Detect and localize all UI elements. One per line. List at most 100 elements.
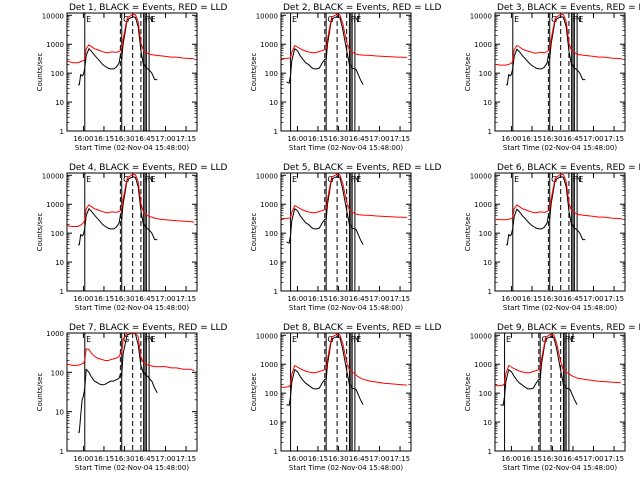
y-axis-label: Counts/sec — [250, 213, 258, 252]
y-tick-label: 10 — [55, 259, 64, 267]
x-axis-label: Start Time (02-Nov-04 15:48:00) — [503, 144, 617, 152]
y-tick-label: 10 — [483, 99, 492, 107]
y-tick-label: 100 — [479, 230, 492, 238]
x-axis-label: Start Time (02-Nov-04 15:48:00) — [503, 304, 617, 312]
y-tick-label: 1000 — [474, 361, 492, 369]
x-tick-label: 16:00 — [287, 455, 307, 463]
y-axis-label: Counts/sec — [36, 213, 44, 252]
y-axis-label: Counts/sec — [464, 373, 472, 412]
y-axis-label: Counts/sec — [36, 373, 44, 412]
y-tick-label: 10 — [483, 419, 492, 427]
x-tick-label: 17:15 — [176, 455, 196, 463]
y-tick-label: 100 — [265, 230, 278, 238]
marker-label: E — [578, 15, 583, 24]
marker-label: N — [354, 175, 360, 184]
x-tick-label: 17:00 — [583, 295, 603, 303]
y-tick-label: 100 — [51, 70, 64, 78]
x-tick-label: 16:15 — [308, 455, 328, 463]
marker-label: G — [328, 175, 334, 184]
marker-label: G — [123, 175, 129, 184]
x-tick-label: 17:00 — [155, 455, 175, 463]
y-tick-label: 1 — [488, 128, 492, 136]
panel-data-layer: E G FNE — [67, 13, 195, 131]
y-axis-label: Counts/sec — [464, 53, 472, 92]
marker-label: N — [148, 175, 154, 184]
marker-label: E — [292, 175, 297, 184]
panel-data-layer: E G FNE — [281, 13, 407, 131]
series-line-lld — [281, 173, 407, 219]
x-tick-label: 16:00 — [287, 135, 307, 143]
y-tick-label: 1 — [274, 288, 278, 296]
panel-det-6: Det 6, BLACK = Events, RED = LLD 1 10 100 10… — [464, 163, 640, 312]
x-tick-label: 17:15 — [604, 295, 624, 303]
y-tick-label: 1 — [488, 448, 492, 456]
x-tick-label: 16:15 — [522, 135, 542, 143]
x-tick-label: 16:30 — [114, 135, 134, 143]
y-tick-label: 10 — [269, 259, 278, 267]
panel-det-7: Det 7, BLACK = Events, RED = LLD 1 10 100 10… — [36, 323, 228, 472]
x-tick-label: 16:15 — [308, 135, 328, 143]
marker-label: E — [356, 15, 361, 24]
panel-title: Det 4, BLACK = Events, RED = LLD — [69, 163, 228, 173]
y-tick-label: 1000 — [46, 330, 64, 338]
x-tick-label: 16:45 — [563, 295, 583, 303]
y-tick-label: 1 — [488, 288, 492, 296]
y-tick-label: 100 — [479, 70, 492, 78]
series-line-events — [286, 176, 364, 245]
x-tick-label: 17:00 — [583, 455, 603, 463]
x-tick-label: 16:00 — [501, 455, 521, 463]
panel-title: Det 8, BLACK = Events, RED = LLD — [283, 323, 442, 333]
series-line-lld — [495, 333, 621, 387]
y-tick-label: 10000 — [42, 172, 64, 180]
x-tick-label: 16:30 — [542, 135, 562, 143]
y-tick-label: 100 — [51, 369, 64, 377]
plot-frame — [66, 12, 198, 132]
y-tick-label: 10000 — [256, 332, 278, 340]
x-tick-label: 16:15 — [522, 295, 542, 303]
y-tick-label: 1 — [274, 128, 278, 136]
y-tick-label: 1000 — [474, 201, 492, 209]
plot-frame — [280, 332, 412, 452]
x-axis-label: Start Time (02-Nov-04 15:48:00) — [75, 304, 189, 312]
marker-label: E — [514, 175, 519, 184]
series-line-events — [505, 176, 586, 246]
marker-label: E — [292, 15, 297, 24]
x-tick-label: 17:15 — [176, 295, 196, 303]
marker-label: N — [568, 335, 574, 344]
series-line-lld — [495, 173, 623, 221]
marker-label: E — [578, 175, 583, 184]
series-line-lld — [67, 333, 195, 372]
marker-label: E — [292, 335, 297, 344]
marker-label: N — [354, 15, 360, 24]
marker-label: E — [514, 15, 519, 24]
y-tick-label: 100 — [51, 230, 64, 238]
x-tick-label: 16:45 — [349, 455, 369, 463]
x-axis-label: Start Time (02-Nov-04 15:48:00) — [503, 464, 617, 472]
marker-label: G — [551, 175, 557, 184]
x-tick-label: 16:45 — [349, 135, 369, 143]
x-tick-label: 16:15 — [308, 295, 328, 303]
marker-label: F — [351, 175, 356, 184]
y-tick-label: 1000 — [260, 361, 278, 369]
x-tick-label: 16:45 — [135, 135, 155, 143]
marker-label: N — [148, 335, 154, 344]
x-tick-label: 16:45 — [135, 295, 155, 303]
y-tick-label: 10000 — [42, 12, 64, 20]
y-tick-label: 1 — [60, 288, 64, 296]
y-tick-label: 100 — [479, 390, 492, 398]
marker-label: E — [150, 335, 155, 344]
marker-label: E — [356, 335, 361, 344]
x-tick-label: 16:45 — [563, 455, 583, 463]
series-line-events — [505, 16, 586, 86]
marker-label: E — [356, 175, 361, 184]
marker-label: F — [145, 15, 150, 24]
plot-frame — [66, 332, 198, 452]
y-tick-label: 1000 — [46, 201, 64, 209]
y-tick-label: 10 — [483, 259, 492, 267]
y-tick-label: 10 — [55, 409, 64, 417]
x-tick-label: 17:15 — [390, 295, 410, 303]
series-line-lld — [281, 13, 407, 59]
x-axis-label: Start Time (02-Nov-04 15:48:00) — [75, 144, 189, 152]
x-tick-label: 17:15 — [604, 135, 624, 143]
